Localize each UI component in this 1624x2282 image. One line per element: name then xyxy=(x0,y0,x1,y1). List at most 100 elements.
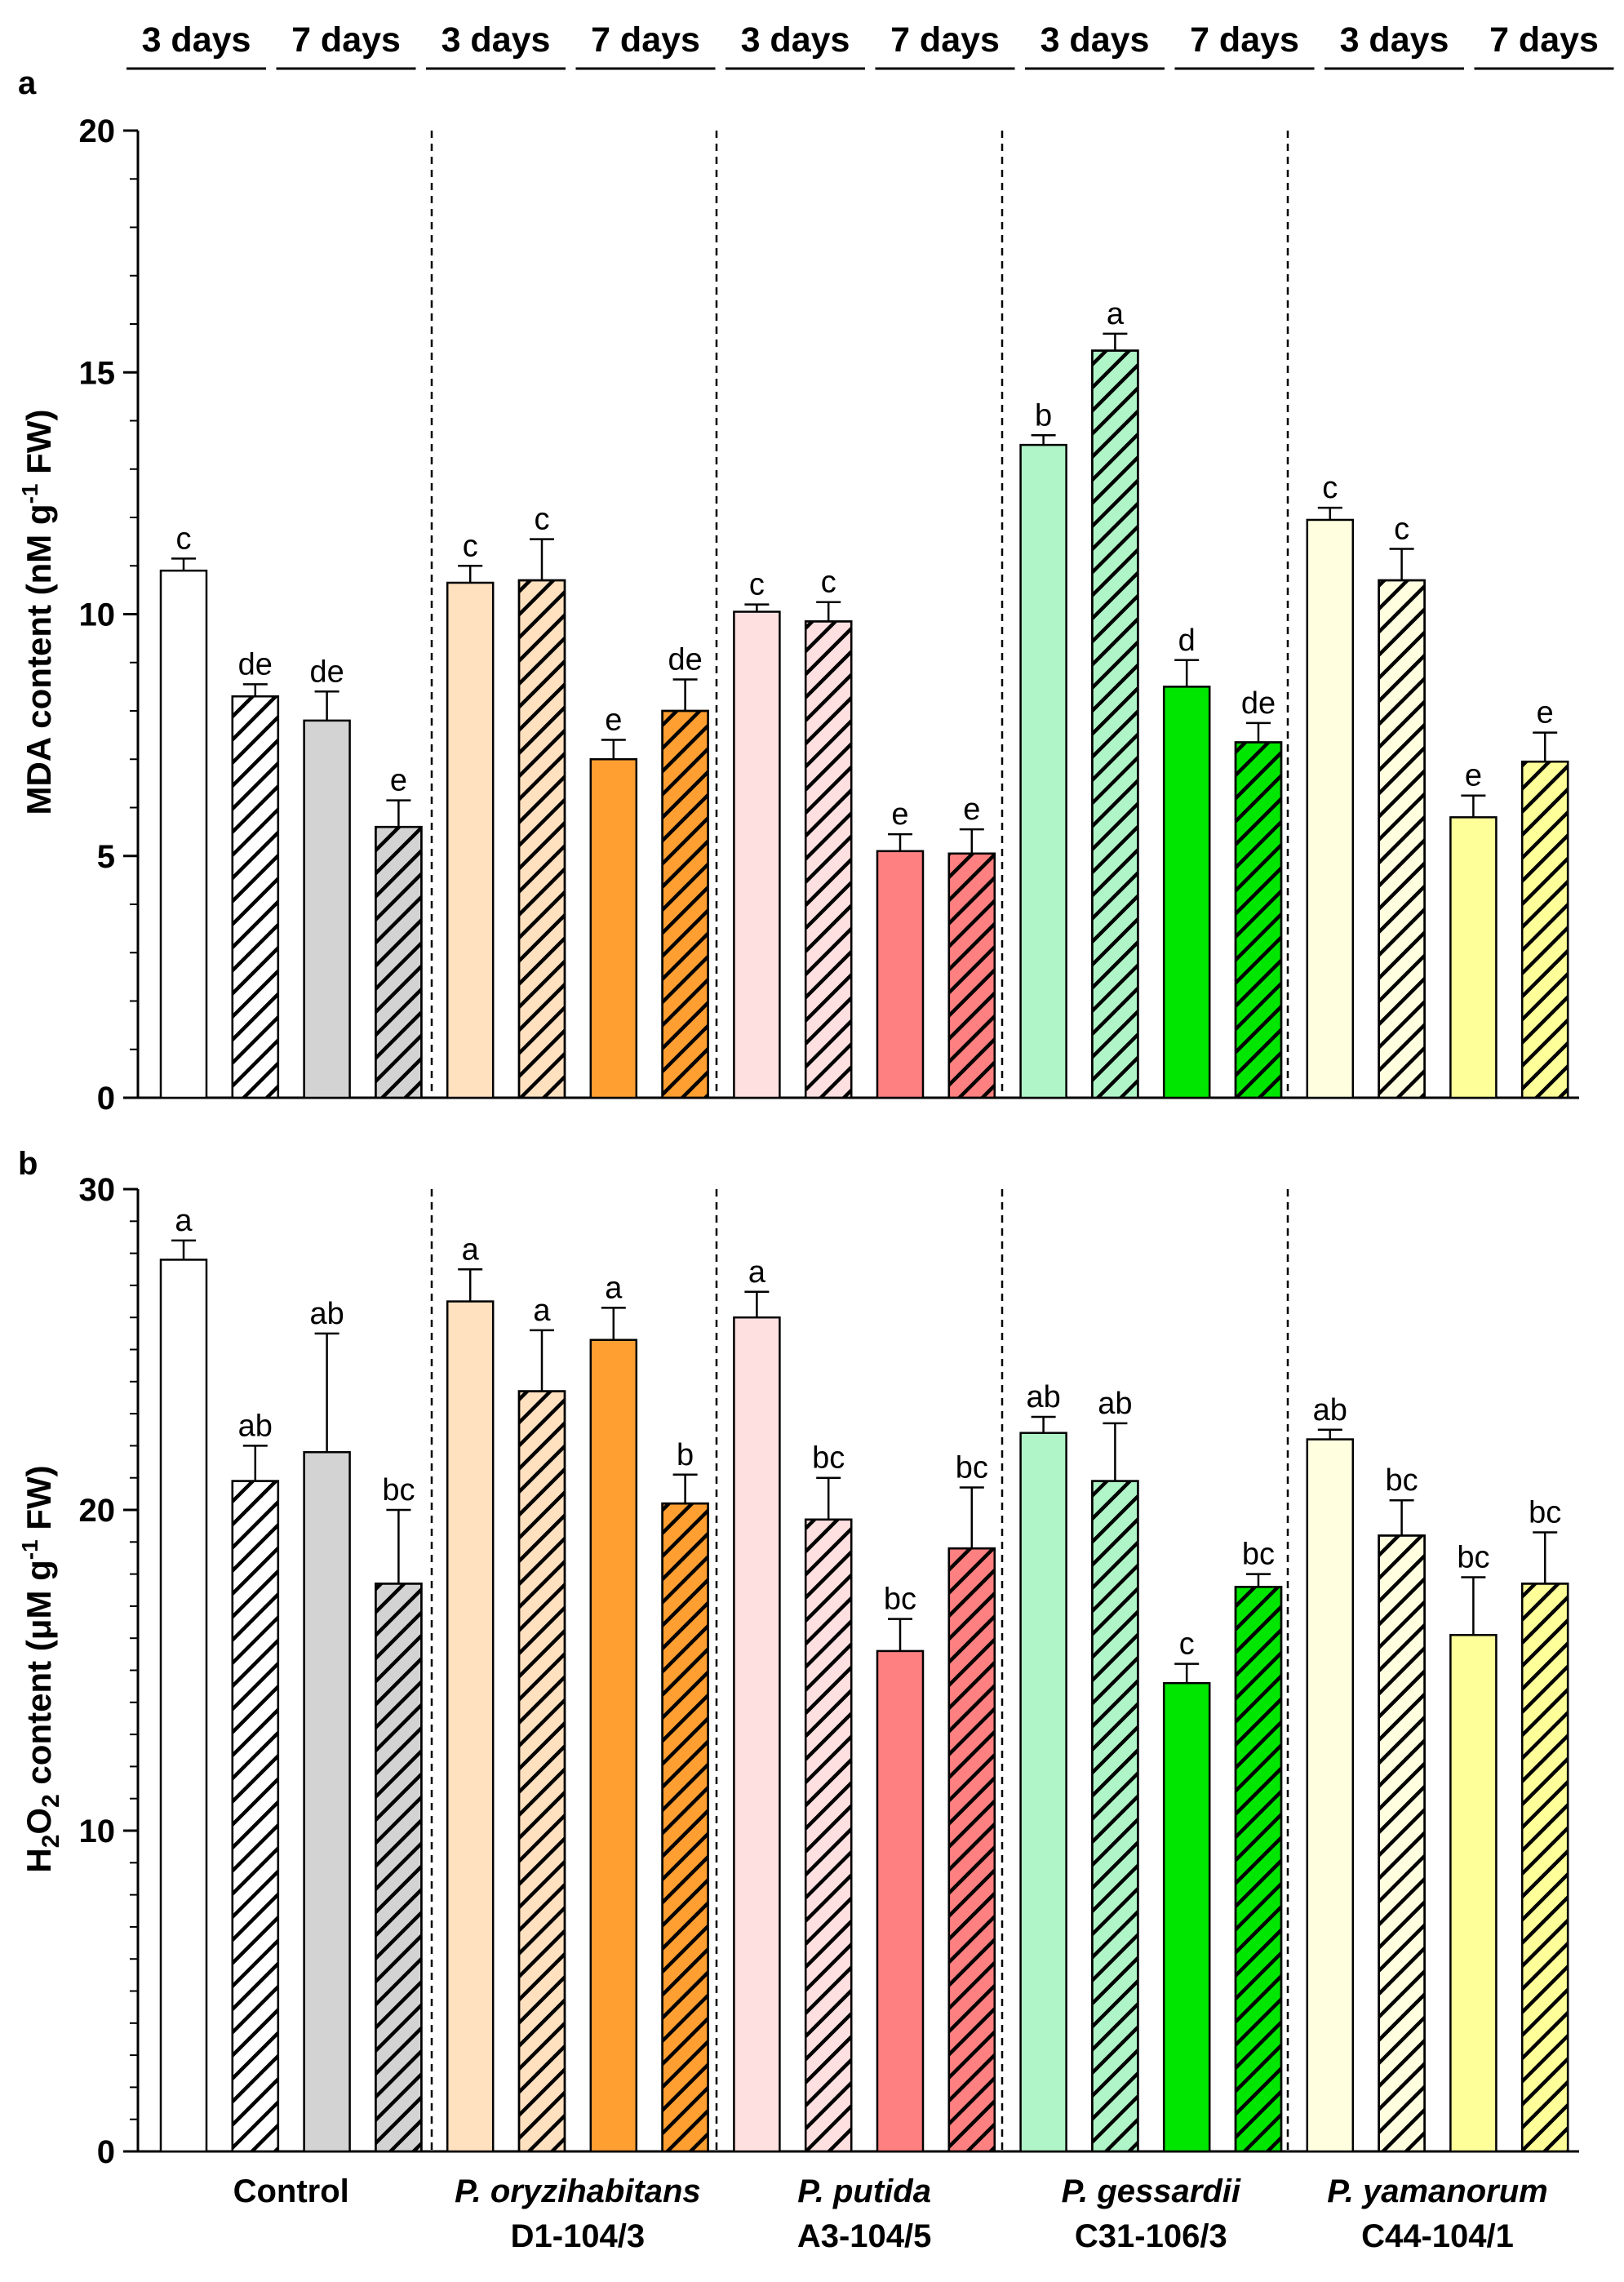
period-label: 7 days xyxy=(1489,20,1599,60)
bar-group: c xyxy=(446,529,495,1099)
significance-letter: ab xyxy=(238,1409,273,1443)
bar-hatch-overlay xyxy=(947,852,996,1099)
bar xyxy=(589,1339,638,2153)
bar-group: c xyxy=(1306,471,1355,1099)
bar-hatch-overlay xyxy=(1091,349,1139,1099)
significance-letter: c xyxy=(535,503,550,537)
y-axis-title-part: -1 xyxy=(17,484,42,504)
significance-letter: de xyxy=(309,655,344,689)
y-axis-title: H2O2 content (μM g-1 FW) xyxy=(17,1465,64,1872)
bar-hatch-overlay xyxy=(1520,1583,1569,2153)
bar-group: c xyxy=(1162,1627,1211,2153)
significance-letter: a xyxy=(605,1271,623,1305)
y-tick-label: 0 xyxy=(97,1081,115,1117)
bar-group: bc xyxy=(947,1450,996,2153)
bar xyxy=(733,1316,781,2153)
bar xyxy=(303,719,351,1099)
significance-letter: bc xyxy=(1386,1463,1418,1498)
bar-group: e xyxy=(947,792,996,1099)
significance-letter: e xyxy=(1537,696,1554,730)
significance-letter: bc xyxy=(956,1450,988,1485)
significance-letter: a xyxy=(462,1232,480,1267)
y-tick-label: 15 xyxy=(79,355,116,391)
bar-group: bc xyxy=(1378,1463,1426,2153)
significance-letter: b xyxy=(677,1438,694,1472)
group-species-label: P. putida xyxy=(797,2173,931,2209)
y-axis-title-part: O xyxy=(20,1808,58,1835)
y-axis-title-part: content (μM g xyxy=(20,1560,58,1794)
significance-letter: de xyxy=(1241,686,1276,721)
bar-group: c xyxy=(804,566,853,1099)
panel-label: b xyxy=(18,1146,38,1182)
bar-group: bc xyxy=(1449,1541,1498,2153)
significance-letter: c xyxy=(1179,1627,1195,1662)
bar xyxy=(733,610,781,1099)
bar-hatch-overlay xyxy=(375,825,423,1099)
significance-letter: c xyxy=(821,566,836,600)
group-species-label: P. yamanorum xyxy=(1327,2173,1548,2209)
bar-hatch-overlay xyxy=(1378,579,1426,1099)
y-tick-label: 30 xyxy=(79,1172,116,1208)
bar-group: a xyxy=(733,1255,781,2153)
period-label: 3 days xyxy=(741,20,850,60)
significance-letter: de xyxy=(238,647,273,681)
y-tick-label: 5 xyxy=(97,839,115,875)
y-axis-title-part: FW) xyxy=(20,1465,58,1539)
bar-group: a xyxy=(446,1232,495,2153)
group-species-label: P. gessardii xyxy=(1062,2173,1241,2209)
significance-letter: bc xyxy=(884,1583,916,1617)
bar-group: a xyxy=(517,1294,566,2153)
bar xyxy=(1449,1634,1498,2153)
y-axis-title-part: 2 xyxy=(38,1794,64,1808)
period-header: 3 days 7 days 3 days 7 days 3 days 7 days 3 da… xyxy=(126,20,1614,70)
bar-group: e xyxy=(375,764,423,1099)
bar-hatch-overlay xyxy=(804,620,853,1099)
significance-letter: ab xyxy=(1098,1387,1132,1421)
group-labels: Control P. oryzihabitans D1-104/3 P. putida… xyxy=(233,2173,1548,2254)
bar-hatch-overlay xyxy=(375,1583,423,2153)
y-tick-label: 10 xyxy=(79,597,116,633)
period-label: 7 days xyxy=(591,20,700,60)
period-label: 7 days xyxy=(890,20,1000,60)
bar xyxy=(159,569,208,1099)
period-label: 3 days xyxy=(441,20,551,60)
significance-letter: e xyxy=(1465,759,1482,793)
group-strain-label: D1-104/3 xyxy=(511,2218,646,2254)
bar-hatch-overlay xyxy=(1234,741,1283,1099)
significance-letter: b xyxy=(1035,398,1052,433)
bar-hatch-overlay xyxy=(231,1480,280,2153)
significance-letter: e xyxy=(605,704,622,738)
significance-letter: c xyxy=(176,522,192,556)
significance-letter: bc xyxy=(812,1441,845,1476)
bar-group: ab xyxy=(1019,1380,1067,2153)
bar-group: c xyxy=(1378,513,1426,1099)
y-tick-label: 10 xyxy=(79,1814,116,1849)
bar xyxy=(589,758,638,1099)
y-tick-label: 20 xyxy=(79,113,116,149)
y-axis-title-part: FW) xyxy=(20,410,58,484)
significance-letter: bc xyxy=(1457,1541,1489,1575)
bar xyxy=(446,581,495,1099)
bar-group: bc xyxy=(1520,1496,1569,2153)
significance-letter: d xyxy=(1178,624,1196,658)
y-tick-label: 0 xyxy=(97,2134,115,2170)
bar xyxy=(159,1259,208,2153)
bar xyxy=(1019,1432,1067,2153)
bar-group: de xyxy=(661,642,709,1099)
bar xyxy=(1306,518,1355,1099)
significance-letter: e xyxy=(963,792,980,827)
period-label: 3 days xyxy=(1041,20,1150,60)
group-strain-label: C31-106/3 xyxy=(1075,2218,1227,2254)
group-strain-label: A3-104/5 xyxy=(797,2218,932,2254)
bar-group: bc xyxy=(375,1473,423,2153)
bar-group: c xyxy=(517,503,566,1099)
significance-letter: c xyxy=(749,568,765,602)
y-axis-title-part: -1 xyxy=(17,1539,42,1560)
significance-letter: ab xyxy=(309,1297,344,1331)
significance-letter: a xyxy=(1107,297,1125,331)
significance-letter: c xyxy=(463,529,478,563)
bar-group: a xyxy=(1091,297,1139,1099)
